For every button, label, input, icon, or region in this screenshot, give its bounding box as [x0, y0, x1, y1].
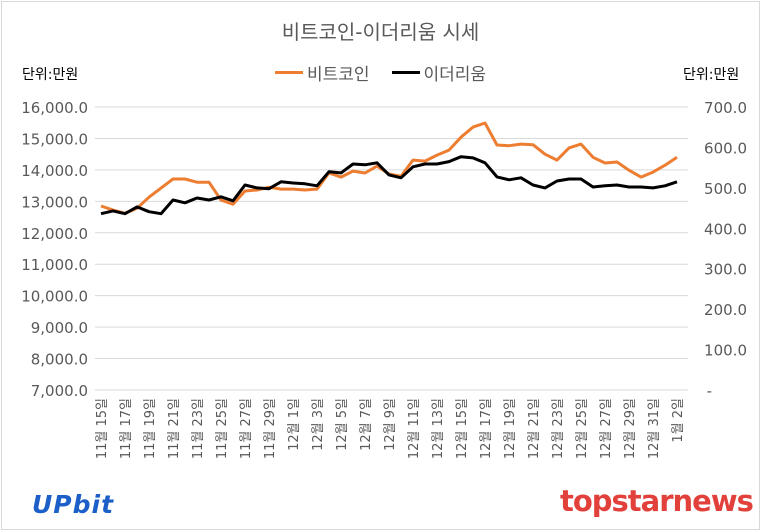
left-tick-label: 8,000.0 — [31, 351, 88, 369]
legend-item-bitcoin: 비트코인 — [274, 60, 370, 85]
x-tick-label: 12월 23일 — [551, 398, 566, 459]
left-tick-label: 14,000.0 — [21, 162, 88, 180]
x-tick-label: 11월 29일 — [263, 398, 278, 459]
x-tick-label: 12월 21일 — [527, 398, 542, 459]
left-tick-label: 10,000.0 — [21, 288, 88, 306]
ethereum-line — [100, 155, 678, 216]
right-tick-label: 100.0 — [704, 342, 747, 360]
right-tick-label: 600.0 — [704, 139, 747, 157]
x-tick-label: 12월 29일 — [623, 398, 638, 459]
right-tick-label: 200.0 — [704, 301, 747, 319]
left-tick-label: 12,000.0 — [21, 225, 88, 243]
x-tick-label: 12월 5일 — [335, 398, 350, 451]
left-tick-label: 9,000.0 — [31, 319, 88, 337]
topstarnews-logo: topstarnews — [560, 484, 754, 518]
legend-label-ethereum: 이더리움 — [423, 65, 487, 85]
x-tick-label: 12월 25일 — [575, 398, 590, 459]
right-tick-label: 700.0 — [704, 99, 747, 117]
x-tick-label: 11월 21일 — [167, 398, 182, 459]
right-tick-label: - — [707, 382, 712, 400]
left-tick-label: 13,000.0 — [21, 193, 88, 211]
legend-label-bitcoin: 비트코인 — [306, 65, 370, 85]
x-tick-label: 11월 17일 — [119, 398, 134, 459]
x-tick-label: 11월 23일 — [191, 398, 206, 459]
left-axis-unit: 단위:만원 — [22, 67, 79, 83]
right-tick-label: 500.0 — [704, 180, 747, 198]
x-tick-label: 11월 19일 — [143, 398, 158, 459]
x-tick-label: 12월 7일 — [359, 398, 374, 451]
left-tick-label: 16,000.0 — [21, 99, 88, 117]
legend: 비트코인 이더리움 — [0, 60, 761, 85]
x-tick-label: 12월 17일 — [479, 398, 494, 459]
x-tick-label: 12월 13일 — [431, 398, 446, 459]
legend-swatch-ethereum — [391, 71, 420, 74]
upbit-logo: UPbit — [32, 490, 115, 519]
chart-title: 비트코인-이더리움 시세 — [281, 20, 480, 44]
x-tick-label: 12월 15일 — [455, 398, 470, 459]
x-tick-label: 12월 1일 — [287, 398, 302, 451]
legend-swatch-bitcoin — [274, 71, 303, 74]
left-tick-label: 15,000.0 — [21, 130, 88, 148]
x-tick-label: 11월 25일 — [215, 398, 230, 459]
right-tick-label: 400.0 — [704, 220, 747, 238]
right-axis-unit: 단위:만원 — [683, 67, 740, 83]
x-tick-label: 12월 27일 — [599, 398, 614, 459]
legend-item-ethereum: 이더리움 — [391, 60, 487, 85]
x-tick-label: 12월 31일 — [647, 398, 662, 459]
left-tick-label: 7,000.0 — [31, 382, 88, 400]
x-tick-label: 12월 3일 — [311, 398, 326, 451]
left-tick-label: 11,000.0 — [21, 256, 88, 274]
x-tick-label: 1월 2일 — [671, 398, 686, 443]
bitcoin-line — [100, 121, 678, 215]
right-tick-label: 300.0 — [704, 261, 747, 279]
x-tick-label: 12월 19일 — [503, 398, 518, 459]
x-tick-label: 12월 11일 — [407, 398, 422, 459]
x-tick-label: 11월 15일 — [95, 398, 110, 459]
x-tick-label: 12월 9일 — [383, 398, 398, 451]
x-tick-label: 11월 27일 — [239, 398, 254, 459]
